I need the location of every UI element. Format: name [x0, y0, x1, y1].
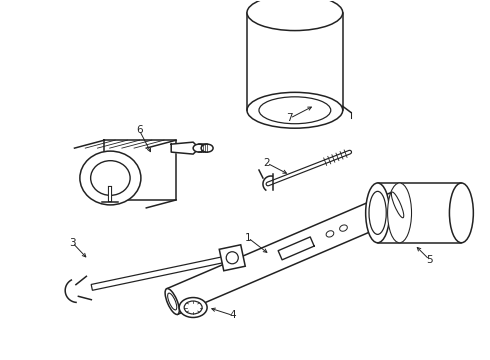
Polygon shape — [378, 183, 462, 243]
Ellipse shape — [91, 161, 130, 195]
Polygon shape — [247, 13, 343, 110]
Polygon shape — [91, 256, 225, 290]
Polygon shape — [65, 280, 77, 302]
Polygon shape — [74, 140, 176, 148]
Polygon shape — [74, 140, 104, 208]
Ellipse shape — [388, 183, 412, 243]
Ellipse shape — [179, 298, 207, 318]
Text: 1: 1 — [245, 233, 251, 243]
Ellipse shape — [226, 252, 238, 264]
Ellipse shape — [340, 225, 347, 231]
Ellipse shape — [392, 192, 404, 218]
Polygon shape — [278, 237, 314, 260]
Ellipse shape — [247, 0, 343, 31]
Text: 7: 7 — [287, 113, 293, 123]
Polygon shape — [167, 192, 403, 314]
Ellipse shape — [326, 231, 334, 237]
Text: 3: 3 — [69, 238, 76, 248]
Polygon shape — [104, 140, 176, 200]
Ellipse shape — [369, 192, 386, 234]
Polygon shape — [171, 142, 199, 154]
Ellipse shape — [201, 144, 213, 152]
Ellipse shape — [168, 293, 177, 310]
Text: 6: 6 — [136, 125, 143, 135]
Ellipse shape — [80, 151, 141, 205]
Polygon shape — [147, 140, 176, 208]
Ellipse shape — [184, 301, 202, 314]
Ellipse shape — [449, 183, 473, 243]
Polygon shape — [219, 245, 245, 271]
Text: 4: 4 — [230, 310, 236, 320]
Ellipse shape — [259, 97, 331, 124]
Ellipse shape — [165, 289, 179, 315]
Text: 5: 5 — [426, 255, 433, 265]
Ellipse shape — [366, 183, 390, 243]
Text: 2: 2 — [264, 158, 270, 168]
Ellipse shape — [247, 92, 343, 128]
Ellipse shape — [193, 144, 205, 152]
Ellipse shape — [391, 192, 405, 218]
